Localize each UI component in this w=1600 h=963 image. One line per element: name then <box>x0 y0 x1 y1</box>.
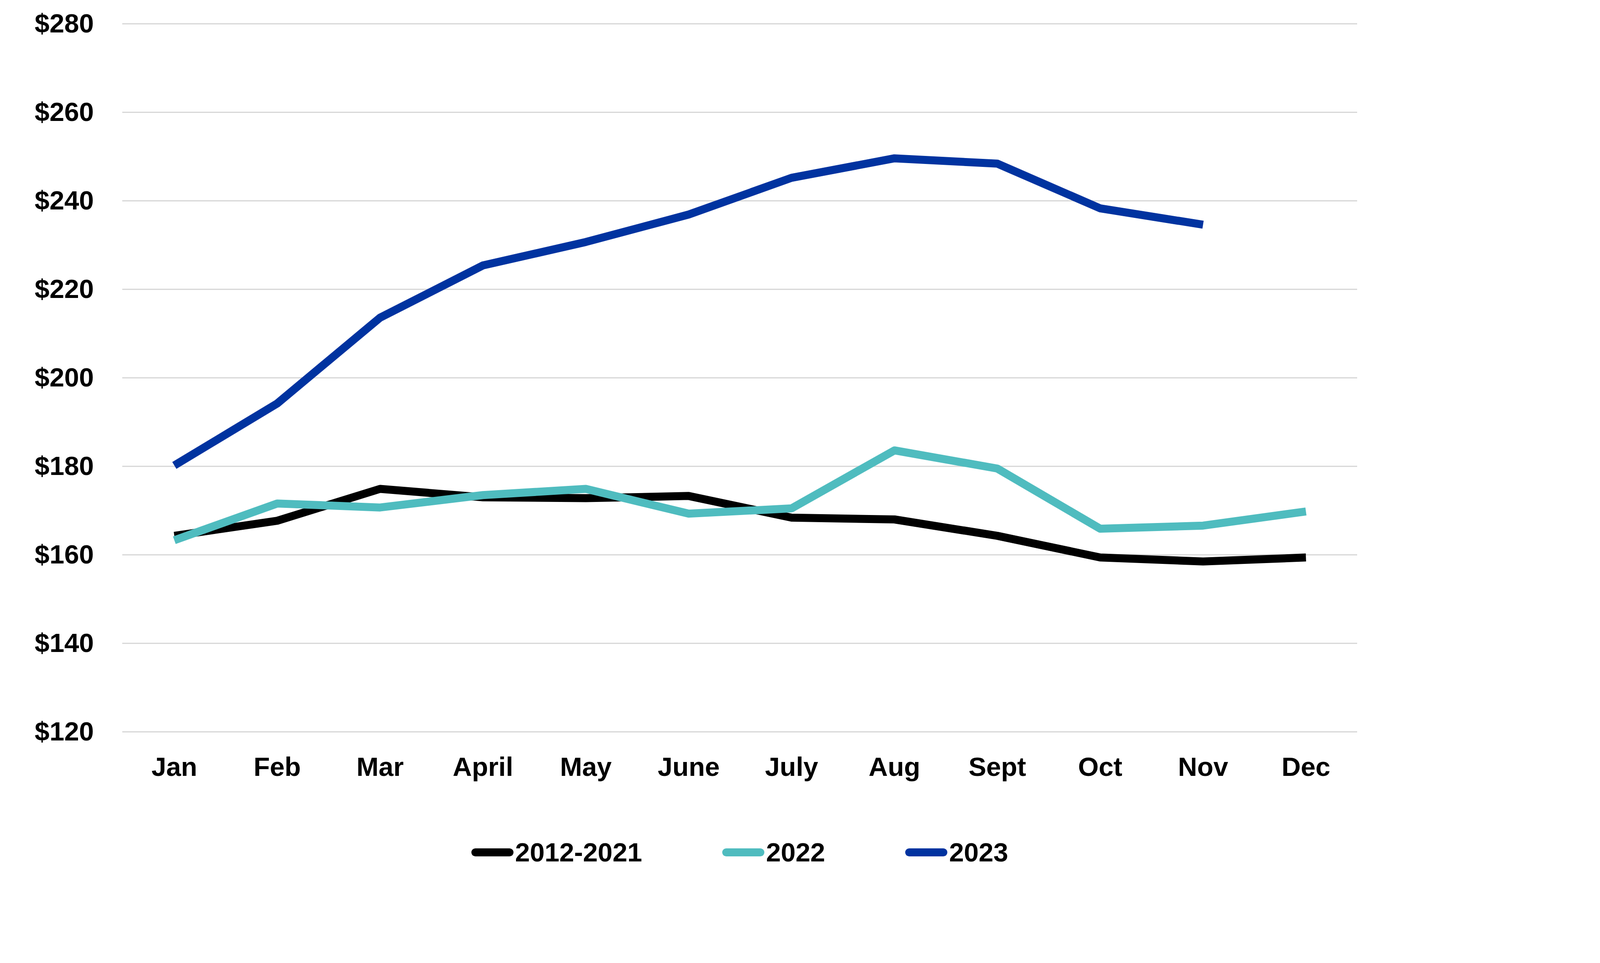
svg-text:May: May <box>559 752 612 782</box>
svg-text:$240: $240 <box>34 185 94 216</box>
svg-text:$140: $140 <box>34 628 94 658</box>
svg-text:June: June <box>657 752 720 782</box>
svg-text:Aug: Aug <box>868 752 920 782</box>
svg-text:$260: $260 <box>34 96 94 127</box>
svg-text:$280: $280 <box>34 8 94 38</box>
svg-text:Sept: Sept <box>968 752 1027 782</box>
svg-text:July: July <box>764 752 818 782</box>
svg-text:$120: $120 <box>34 716 94 747</box>
svg-text:$200: $200 <box>34 362 94 393</box>
svg-text:$180: $180 <box>34 451 94 481</box>
svg-text:Jan: Jan <box>151 752 198 782</box>
svg-text:$220: $220 <box>34 274 94 304</box>
svg-text:Feb: Feb <box>253 752 301 782</box>
html-text:2023: 2023 <box>949 837 1009 868</box>
html-text:2022: 2022 <box>766 837 826 868</box>
svg-text:Dec: Dec <box>1281 752 1331 782</box>
svg-text:Mar: Mar <box>356 752 404 782</box>
svg-text:Oct: Oct <box>1078 752 1123 782</box>
html-text:2012-2021: 2012-2021 <box>515 837 643 868</box>
svg-text:April: April <box>452 752 514 782</box>
svg-text:Nov: Nov <box>1177 752 1229 782</box>
svg-text:$160: $160 <box>34 539 94 570</box>
